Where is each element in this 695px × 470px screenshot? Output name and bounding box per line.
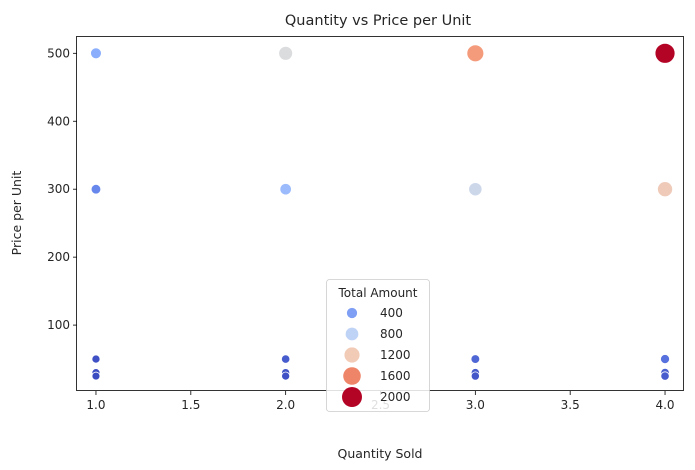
legend-entry-label: 800 bbox=[380, 327, 403, 341]
scatter-point bbox=[281, 354, 291, 364]
legend: Total Amount 400 800 1200 1600 2000 bbox=[326, 279, 430, 412]
y-tick-label: 400 bbox=[47, 114, 70, 128]
scatter-point bbox=[660, 354, 670, 364]
y-tick-label: 300 bbox=[47, 182, 70, 196]
legend-marker bbox=[343, 367, 361, 385]
legend-entry-label: 1600 bbox=[380, 369, 411, 383]
y-tick-label: 200 bbox=[47, 250, 70, 264]
scatter-point bbox=[91, 371, 101, 381]
scatter-points bbox=[90, 42, 676, 381]
scatter-point bbox=[654, 42, 676, 64]
y-tick-label: 500 bbox=[47, 46, 70, 60]
y-axis: 100 200 300 400 500 bbox=[47, 46, 77, 332]
legend-entry-label: 400 bbox=[380, 306, 403, 320]
legend-entry-label: 1200 bbox=[380, 348, 411, 362]
x-tick-label: 2.0 bbox=[276, 398, 295, 412]
scatter-point bbox=[279, 183, 292, 196]
scatter-point bbox=[91, 354, 101, 364]
x-axis-label: Quantity Sold bbox=[338, 446, 423, 461]
scatter-point bbox=[278, 45, 294, 61]
scatter-point bbox=[470, 354, 481, 364]
scatter-point bbox=[466, 44, 485, 63]
scatter-point bbox=[90, 47, 102, 60]
scatter-point bbox=[470, 371, 480, 381]
legend-entry-label: 2000 bbox=[380, 390, 411, 404]
scatter-point bbox=[657, 181, 674, 198]
legend-marker bbox=[342, 387, 362, 407]
x-tick-label: 3.0 bbox=[466, 398, 485, 412]
legend-title: Total Amount bbox=[338, 286, 418, 300]
legend-marker bbox=[344, 347, 360, 363]
chart-title: Quantity vs Price per Unit bbox=[285, 13, 472, 29]
scatter-point bbox=[468, 182, 483, 197]
scatter-point bbox=[90, 183, 102, 195]
legend-marker bbox=[346, 307, 358, 319]
x-tick-label: 1.5 bbox=[181, 398, 200, 412]
x-tick-label: 4.0 bbox=[655, 398, 674, 412]
y-tick-label: 100 bbox=[47, 318, 70, 332]
scatter-point bbox=[281, 371, 291, 381]
scatter-point bbox=[660, 371, 670, 381]
x-tick-label: 1.0 bbox=[86, 398, 105, 412]
y-axis-label: Price per Unit bbox=[9, 171, 24, 256]
legend-marker bbox=[345, 327, 359, 341]
x-tick-label: 3.5 bbox=[561, 398, 580, 412]
